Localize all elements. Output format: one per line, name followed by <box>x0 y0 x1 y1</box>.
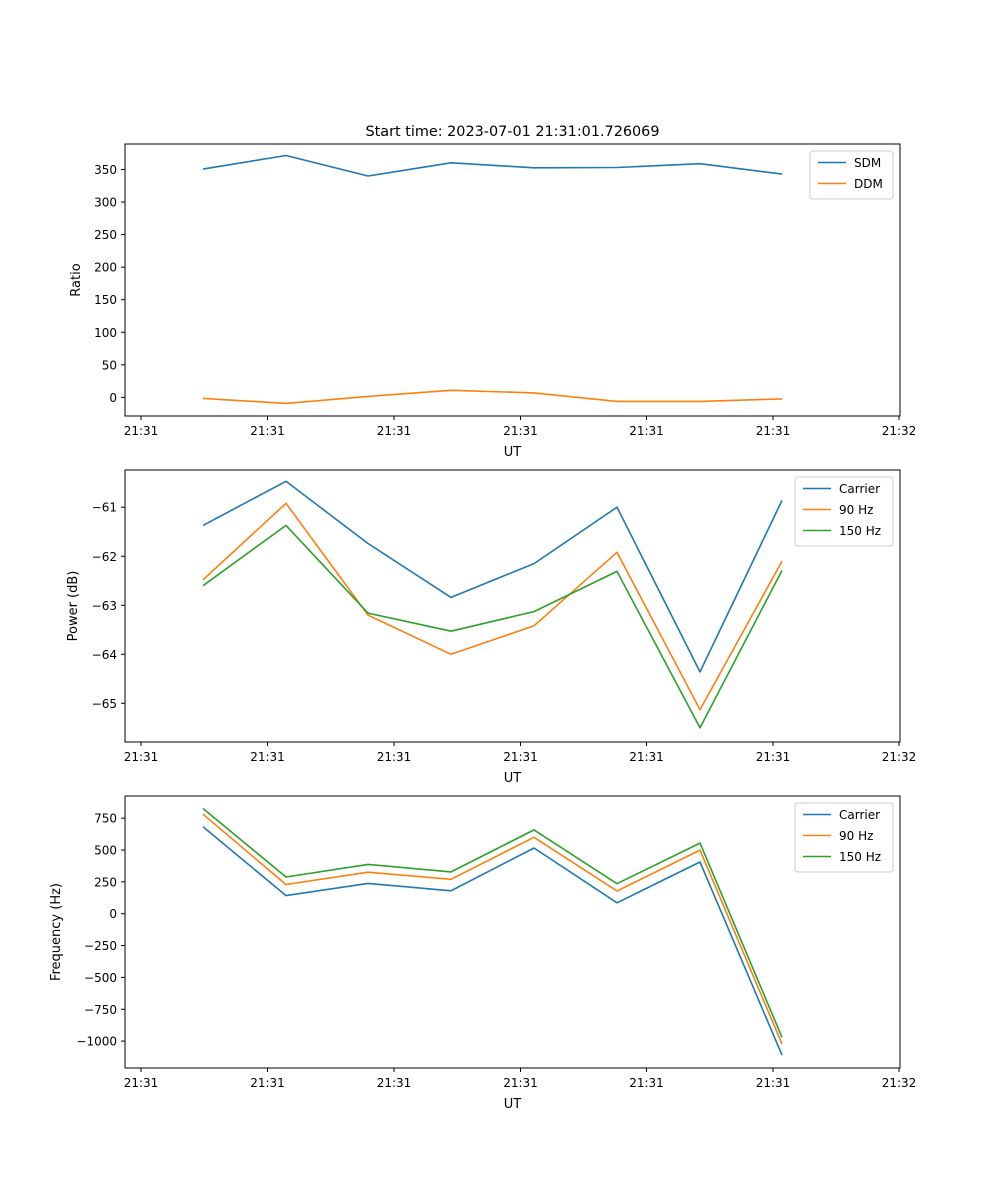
legend-label: 90 Hz <box>839 503 873 517</box>
x-tick-label: 21:31 <box>503 750 538 764</box>
x-tick-label: 21:31 <box>629 424 664 438</box>
x-tick-label: 21:31 <box>756 1076 791 1090</box>
x-axis-label: UT <box>504 771 522 786</box>
chart-panel-1: 21:31 21:31 21:31 21:31 21:31 21:31 21:32 0 50 10… <box>69 143 917 460</box>
series-line-150-hz <box>202 807 783 1038</box>
x-tick-label: 21:32 <box>882 750 917 764</box>
y-tick-label: 300 <box>94 196 117 210</box>
figure-title: Start time: 2023-07-01 21:31:01.726069 <box>365 124 659 140</box>
chart-panel-2: 21:31 21:31 21:31 21:31 21:31 21:31 21:32 −65 −6… <box>66 469 917 786</box>
y-tick-label: 250 <box>94 875 117 889</box>
x-axis-label: UT <box>504 445 522 460</box>
legend: SDM DDM <box>809 150 894 200</box>
y-tick-label: 250 <box>94 228 117 242</box>
legend-label: Carrier <box>839 808 880 822</box>
legend-label: DDM <box>854 177 883 191</box>
series-line-sdm <box>202 154 783 177</box>
x-tick-label: 21:32 <box>882 424 917 438</box>
x-tick-label: 21:31 <box>503 1076 538 1090</box>
legend-label: Carrier <box>839 482 880 496</box>
y-tick-label: −63 <box>92 599 117 613</box>
legend-label: 90 Hz <box>839 829 873 843</box>
x-tick-label: 21:31 <box>377 424 412 438</box>
chart-panel-3: 21:31 21:31 21:31 21:31 21:31 21:31 21:32 −1000… <box>49 795 917 1112</box>
y-tick-label: −64 <box>92 648 117 662</box>
x-tick-label: 21:31 <box>124 424 159 438</box>
x-tick-label: 21:32 <box>882 1076 917 1090</box>
y-tick-label: 0 <box>109 907 117 921</box>
x-tick-label: 21:31 <box>756 424 791 438</box>
x-tick-label: 21:31 <box>250 1076 285 1090</box>
x-tick-label: 21:31 <box>629 750 664 764</box>
x-tick-label: 21:31 <box>124 1076 159 1090</box>
axes-frame <box>124 469 901 743</box>
y-tick-label: −1000 <box>76 1035 117 1049</box>
axes-frame <box>124 795 901 1069</box>
series-line-90-hz <box>202 502 783 711</box>
y-tick-label: 50 <box>102 358 117 372</box>
y-tick-label: 150 <box>94 293 117 307</box>
legend-label: SDM <box>854 156 881 170</box>
x-tick-label: 21:31 <box>124 750 159 764</box>
y-tick-label: −750 <box>84 1003 117 1017</box>
y-tick-label: 500 <box>94 844 117 858</box>
series-line-90-hz <box>202 813 783 1045</box>
x-axis-label: UT <box>504 1097 522 1112</box>
y-tick-label: −62 <box>92 550 117 564</box>
y-axis-label: Power (dB) <box>66 571 81 642</box>
legend-box <box>794 476 894 547</box>
y-tick-label: −61 <box>92 501 117 515</box>
legend-box <box>794 802 894 873</box>
y-tick-label: −65 <box>92 697 117 711</box>
axes-frame <box>124 143 901 417</box>
series-line-carrier <box>202 480 783 673</box>
legend: Carrier 90 Hz 150 Hz <box>794 802 894 873</box>
y-tick-label: −500 <box>84 971 117 985</box>
x-tick-label: 21:31 <box>503 424 538 438</box>
y-axis-label: Ratio <box>69 263 84 296</box>
y-axis-label: Frequency (Hz) <box>49 883 64 981</box>
legend: Carrier 90 Hz 150 Hz <box>794 476 894 547</box>
y-tick-label: −250 <box>84 939 117 953</box>
x-tick-label: 21:31 <box>377 750 412 764</box>
series-line-150-hz <box>202 524 783 729</box>
x-tick-label: 21:31 <box>250 424 285 438</box>
y-tick-label: 100 <box>94 326 117 340</box>
x-tick-label: 21:31 <box>756 750 791 764</box>
legend-label: 150 Hz <box>839 850 881 864</box>
y-tick-label: 350 <box>94 163 117 177</box>
x-tick-label: 21:31 <box>629 1076 664 1090</box>
series-line-ddm <box>202 389 783 405</box>
series-line-carrier <box>202 826 783 1056</box>
y-tick-label: 200 <box>94 261 117 275</box>
y-tick-label: 750 <box>94 812 117 826</box>
x-tick-label: 21:31 <box>250 750 285 764</box>
legend-label: 150 Hz <box>839 524 881 538</box>
y-tick-label: 0 <box>109 391 117 405</box>
x-tick-label: 21:31 <box>377 1076 412 1090</box>
